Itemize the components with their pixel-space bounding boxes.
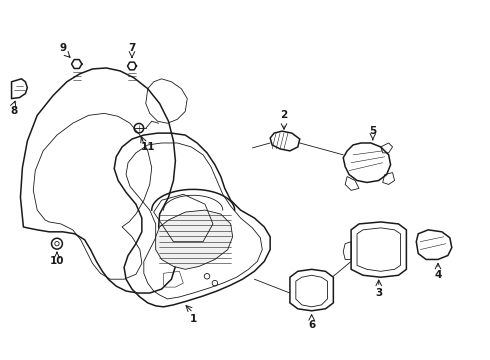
Text: 7: 7 — [128, 43, 136, 53]
Text: 10: 10 — [49, 256, 64, 266]
Text: 11: 11 — [141, 142, 155, 152]
Text: 4: 4 — [434, 270, 441, 280]
Text: 2: 2 — [280, 111, 288, 120]
Text: 3: 3 — [375, 288, 382, 298]
Text: 9: 9 — [59, 43, 67, 53]
Text: 5: 5 — [369, 126, 376, 136]
Polygon shape — [156, 210, 233, 269]
Text: 1: 1 — [190, 314, 197, 324]
Text: 8: 8 — [10, 107, 17, 116]
Text: 6: 6 — [308, 320, 315, 330]
